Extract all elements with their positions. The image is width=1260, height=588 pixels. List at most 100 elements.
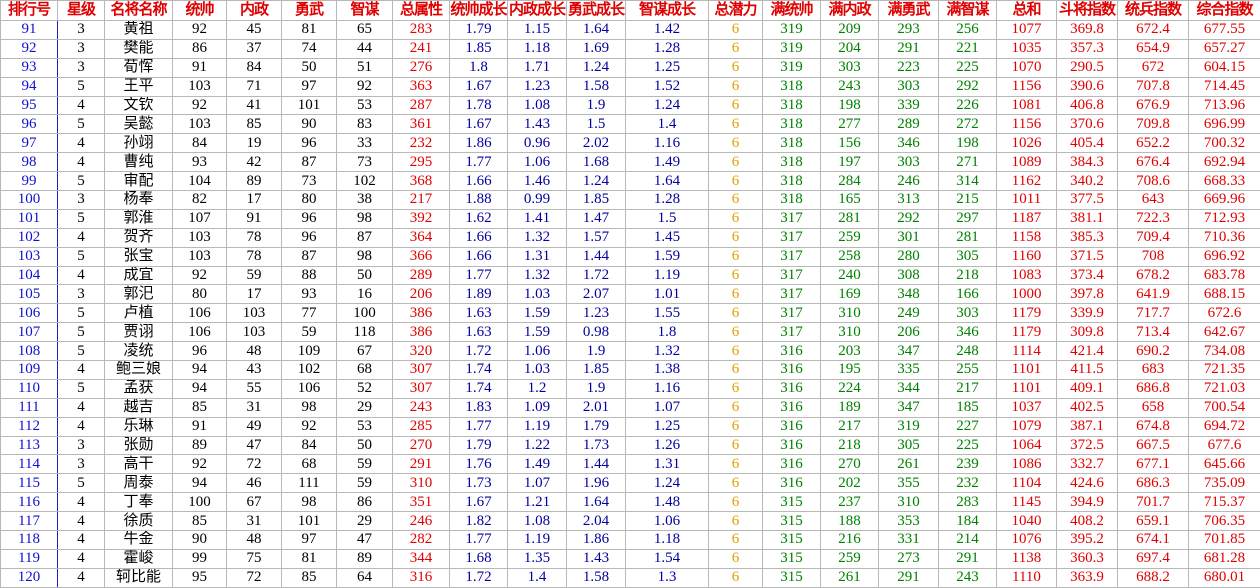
table-cell: 5 bbox=[57, 246, 105, 267]
table-cell: 1.44 bbox=[566, 246, 626, 267]
table-cell: 1.23 bbox=[566, 303, 626, 324]
table-cell: 185 bbox=[938, 397, 997, 418]
table-cell: 301 bbox=[878, 227, 939, 248]
table-cell: 29 bbox=[336, 397, 393, 418]
table-cell: 297 bbox=[938, 208, 997, 229]
table-cell: 1.07 bbox=[507, 473, 567, 494]
table-cell: 80 bbox=[172, 284, 227, 305]
table-cell: 120 bbox=[0, 567, 58, 588]
table-cell: 1.73 bbox=[449, 473, 508, 494]
table-cell: 5 bbox=[57, 114, 105, 135]
table-cell: 103 bbox=[172, 76, 227, 97]
table-cell: 224 bbox=[820, 378, 879, 399]
table-cell: 227 bbox=[938, 416, 997, 437]
table-cell: 258 bbox=[820, 246, 879, 267]
table-cell: 316 bbox=[392, 567, 450, 588]
table-cell: 1101 bbox=[996, 360, 1057, 380]
table-cell: 1.72 bbox=[449, 341, 508, 362]
header-cell: 星级 bbox=[57, 0, 105, 21]
table-cell: 360.3 bbox=[1056, 548, 1118, 569]
table-cell: 41 bbox=[226, 95, 282, 116]
table-cell: 1.62 bbox=[449, 208, 508, 229]
table-row: 95 4 文钦 92 41 101 53 287 1.78 1.08 1.9 1.24 6 318 198 3… bbox=[0, 95, 1260, 116]
table-cell: 2.04 bbox=[566, 511, 626, 532]
table-row: 107 5 贾诩 106 103 59 118 386 1.63 1.59 0.98 1.8 6 317 3… bbox=[0, 322, 1260, 343]
table-cell: 217 bbox=[820, 416, 879, 437]
table-cell: 42 bbox=[226, 152, 282, 173]
table-cell: 1.59 bbox=[507, 322, 567, 343]
table-cell: 335 bbox=[878, 360, 939, 380]
table-cell: 1.48 bbox=[625, 492, 709, 513]
table-cell: 1.19 bbox=[507, 416, 567, 437]
table-cell: 96 bbox=[0, 114, 58, 135]
table-cell: 217 bbox=[392, 190, 450, 210]
table-cell: 33 bbox=[336, 133, 393, 154]
table-row: 96 5 吴懿 103 85 90 83 361 1.67 1.43 1.5 1.4 6 318 277 28… bbox=[0, 114, 1260, 135]
table-cell: 0.98 bbox=[566, 322, 626, 343]
table-cell: 1.31 bbox=[507, 246, 567, 267]
table-cell: 318 bbox=[762, 76, 821, 97]
table-cell: 1.25 bbox=[625, 416, 709, 437]
table-row: 114 3 高干 92 72 68 59 291 1.76 1.49 1.44 1.31 6 316 270… bbox=[0, 454, 1260, 475]
table-cell: 4 bbox=[57, 530, 105, 550]
table-cell: 1145 bbox=[996, 492, 1057, 513]
table-cell: 317 bbox=[762, 208, 821, 229]
table-cell: 1.88 bbox=[449, 190, 508, 210]
table-cell: 109 bbox=[281, 341, 337, 362]
table-row: 104 4 成宜 92 59 88 50 289 1.77 1.32 1.72 1.19 6 317 240… bbox=[0, 265, 1260, 286]
table-cell: 6 bbox=[708, 416, 763, 437]
table-cell: 98 bbox=[0, 152, 58, 173]
table-cell: 706.35 bbox=[1188, 511, 1260, 532]
table-cell: 87 bbox=[336, 227, 393, 248]
table-cell: 轲比能 bbox=[104, 567, 173, 588]
table-cell: 1.35 bbox=[507, 548, 567, 569]
table-cell: 283 bbox=[392, 20, 450, 40]
table-cell: 397.8 bbox=[1056, 284, 1118, 305]
table-cell: 305 bbox=[878, 435, 939, 456]
table-cell: 6 bbox=[708, 567, 763, 588]
table-cell: 1.15 bbox=[507, 20, 567, 40]
table-cell: 118 bbox=[336, 322, 393, 343]
table-cell: 1.18 bbox=[625, 530, 709, 550]
table-cell: 83 bbox=[336, 114, 393, 135]
table-cell: 6 bbox=[708, 76, 763, 97]
table-cell: 363.9 bbox=[1056, 567, 1118, 588]
table-cell: 3 bbox=[57, 190, 105, 210]
table-cell: 103 bbox=[226, 303, 282, 324]
table-cell: 82 bbox=[172, 190, 227, 210]
table-cell: 110 bbox=[0, 378, 58, 399]
table-cell: 315 bbox=[762, 511, 821, 532]
table-cell: 351 bbox=[392, 492, 450, 513]
table-cell: 1077 bbox=[996, 20, 1057, 40]
table-cell: 708 bbox=[1117, 246, 1189, 267]
table-cell: 1070 bbox=[996, 57, 1057, 78]
table-cell: 165 bbox=[820, 190, 879, 210]
table-cell: 89 bbox=[336, 548, 393, 569]
table-cell: 1.58 bbox=[566, 76, 626, 97]
header-cell: 总和 bbox=[996, 0, 1057, 21]
table-cell: 50 bbox=[336, 435, 393, 456]
table-cell: 38 bbox=[336, 190, 393, 210]
table-cell: 240 bbox=[820, 265, 879, 286]
table-cell: 195 bbox=[820, 360, 879, 380]
table-cell: 364 bbox=[392, 227, 450, 248]
table-cell: 722.3 bbox=[1117, 208, 1189, 229]
table-row: 119 4 霍峻 99 75 81 89 344 1.68 1.35 1.43 1.54 6 315 259… bbox=[0, 548, 1260, 569]
table-cell: 100 bbox=[336, 303, 393, 324]
table-cell: 97 bbox=[0, 133, 58, 154]
header-cell: 斗将指数 bbox=[1056, 0, 1118, 21]
table-cell: 2.07 bbox=[566, 284, 626, 305]
table-cell: 47 bbox=[226, 435, 282, 456]
table-cell: 1.63 bbox=[449, 303, 508, 324]
table-cell: 1011 bbox=[996, 190, 1057, 210]
table-cell: 1.06 bbox=[625, 511, 709, 532]
table-cell: 5 bbox=[57, 322, 105, 343]
table-cell: 68 bbox=[281, 454, 337, 475]
table-cell: 5 bbox=[57, 473, 105, 494]
table-cell: 1.71 bbox=[507, 57, 567, 78]
table-cell: 84 bbox=[281, 435, 337, 456]
table-cell: 59 bbox=[336, 473, 393, 494]
table-cell: 86 bbox=[336, 492, 393, 513]
table-cell: 92 bbox=[336, 76, 393, 97]
table-cell: 1114 bbox=[996, 341, 1057, 362]
